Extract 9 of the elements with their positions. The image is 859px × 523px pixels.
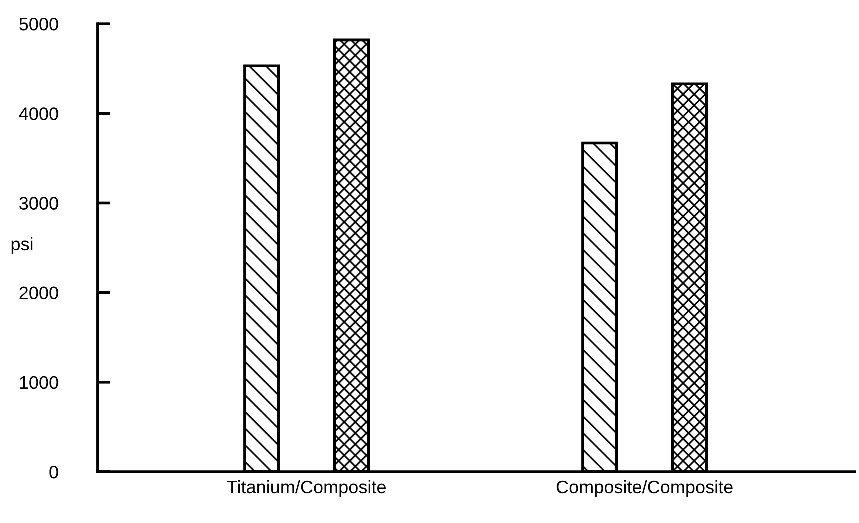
y-tick-label: 5000 [20,18,58,31]
y-axis-title: psi [12,237,33,254]
y-tick-label: 3000 [20,197,58,210]
y-tick-label: 4000 [19,108,58,120]
x-tick-label: Titanium/Composite [227,480,386,498]
y-tick-label: 2000 [20,286,58,300]
y-tick-label: 0 [50,466,58,479]
y-tick-label: 1000 [20,376,58,390]
x-tick-label: Composite/Composite [556,480,733,498]
